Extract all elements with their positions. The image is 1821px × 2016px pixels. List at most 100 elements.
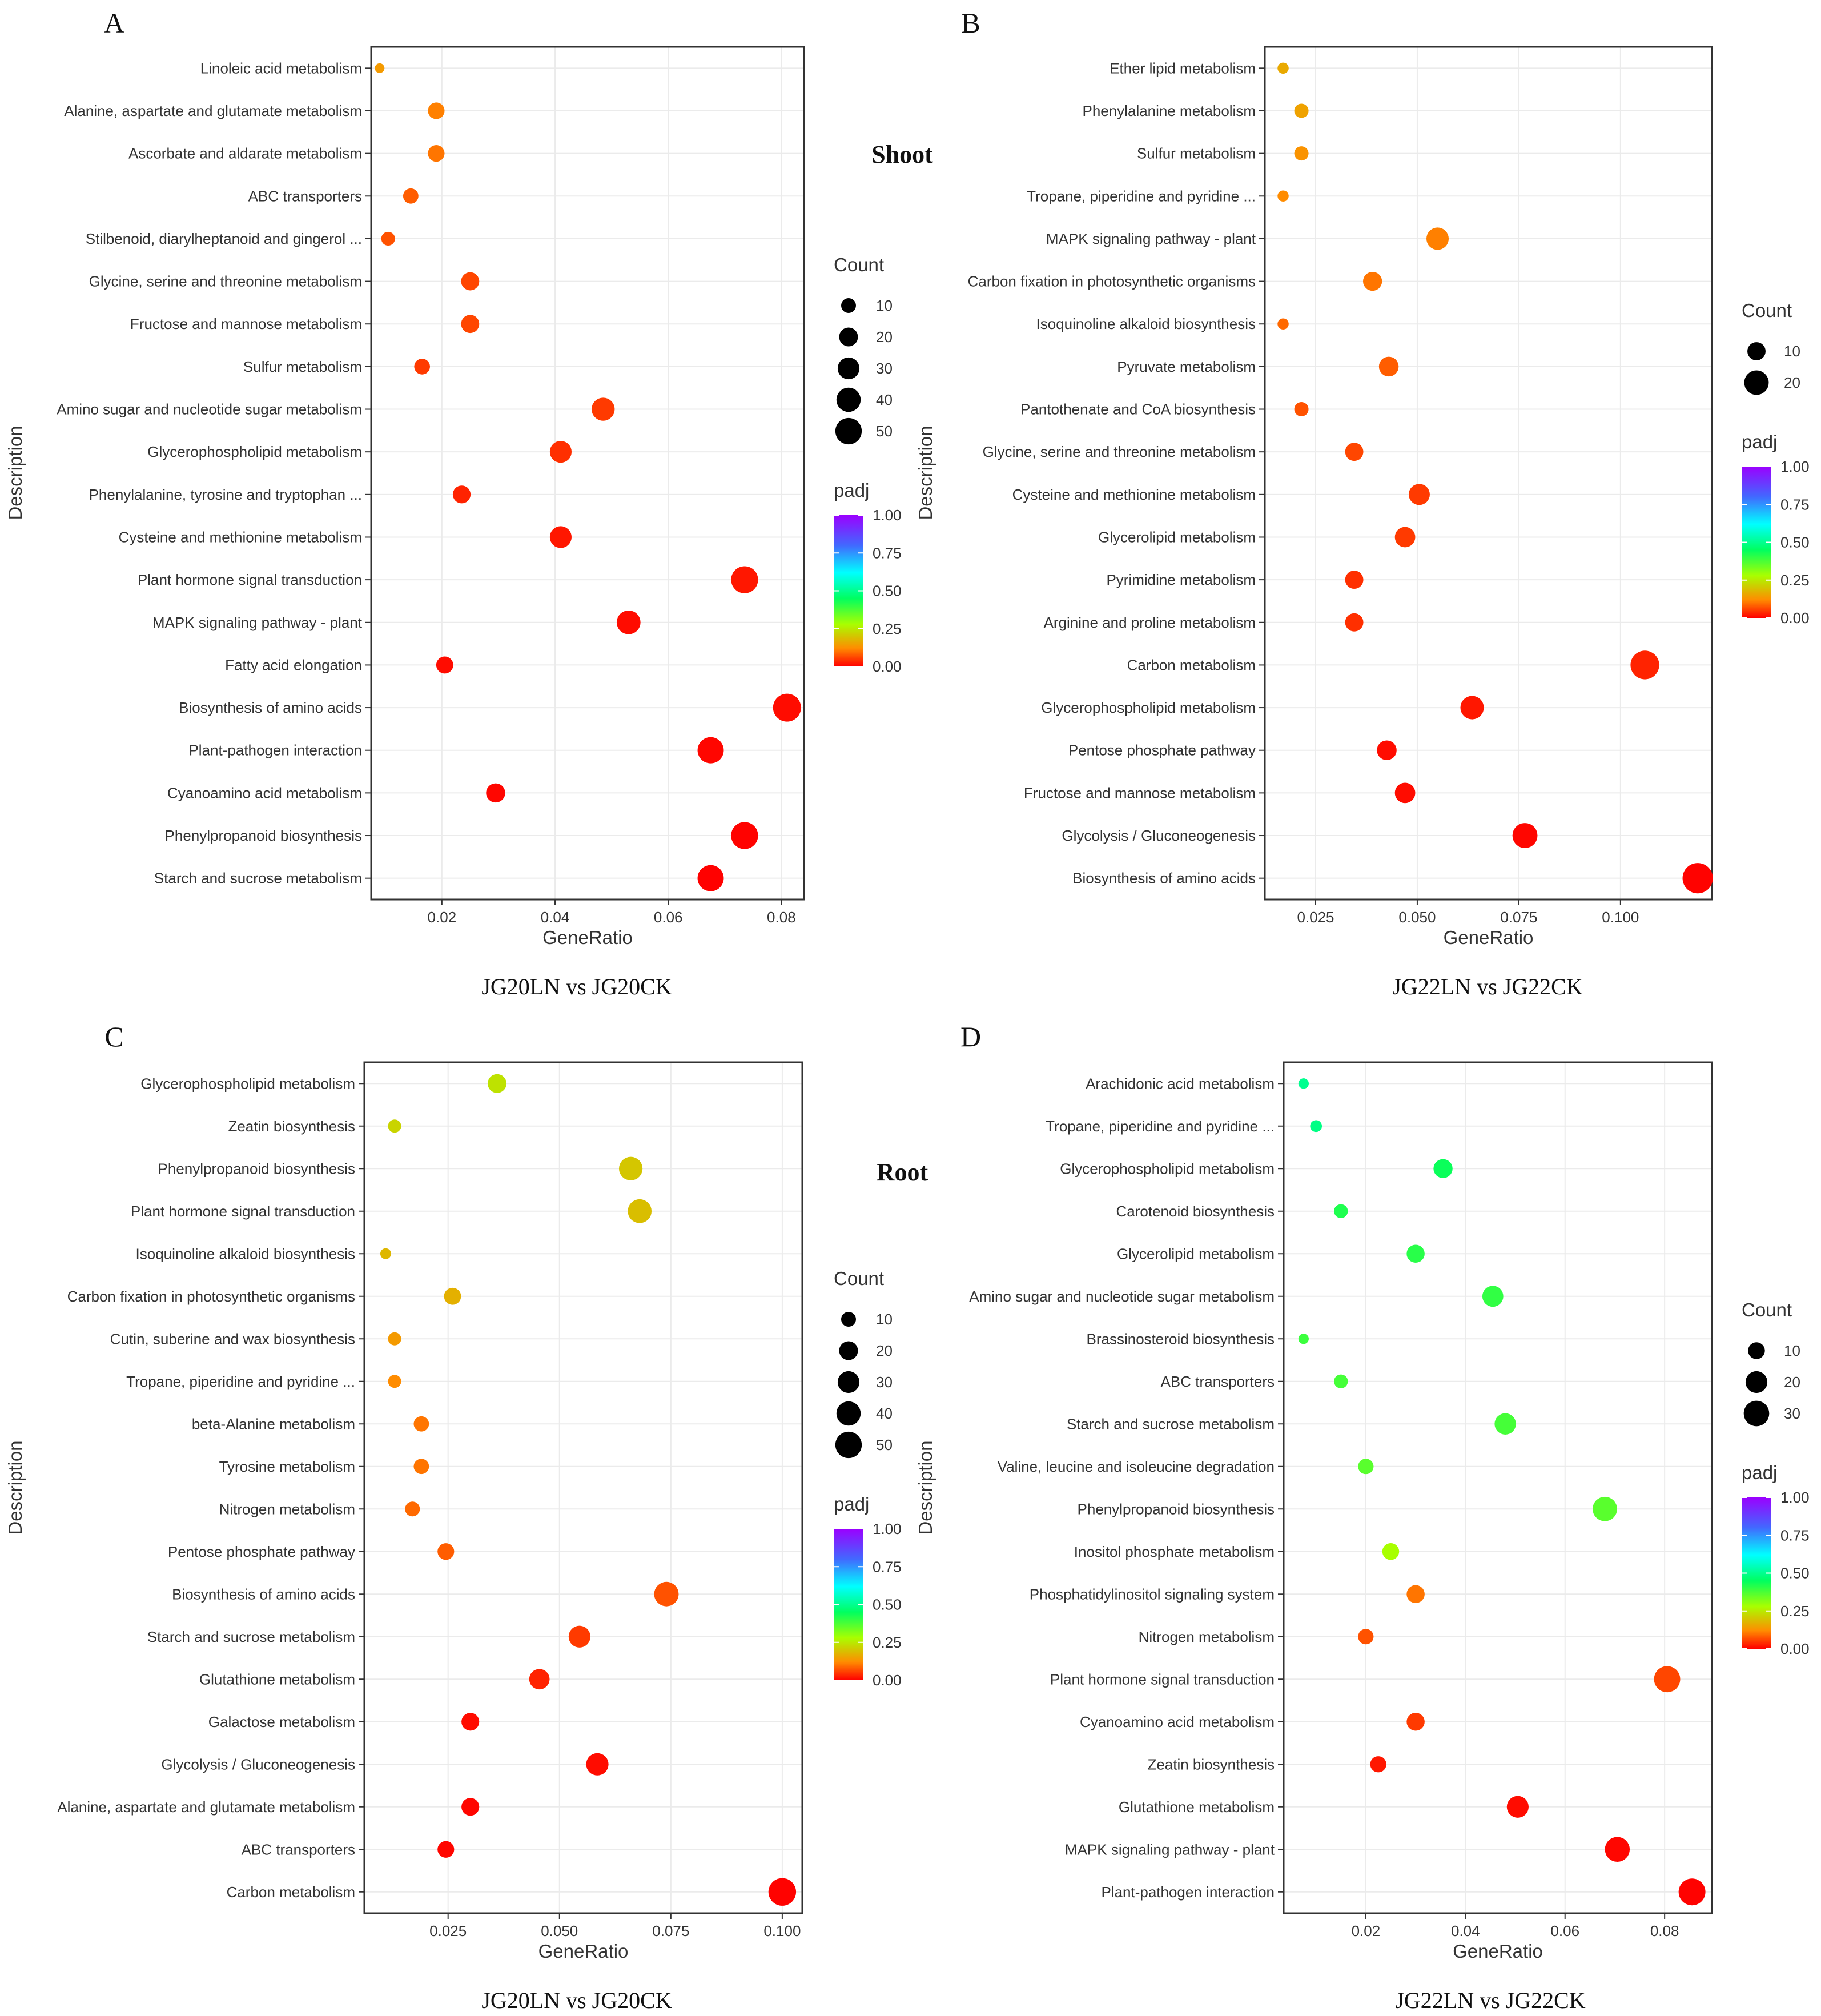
padj-tick-label: 1.00 — [1780, 1489, 1810, 1506]
count-legend-dot — [1747, 342, 1766, 360]
data-point — [1298, 1334, 1309, 1344]
padj-tick-label: 0.00 — [873, 658, 902, 675]
data-point — [1358, 1459, 1374, 1475]
y-tick-label: Phenylpropanoid biosynthesis — [165, 827, 362, 844]
x-tick-label: 0.04 — [541, 909, 570, 926]
count-legend-label: 50 — [876, 1436, 893, 1453]
count-legend-dot — [1745, 1371, 1768, 1393]
y-tick-label: Phosphatidylinositol signaling system — [1030, 1585, 1275, 1603]
data-point — [1358, 1629, 1374, 1645]
data-point — [731, 566, 758, 593]
y-tick-label: Carbon metabolism — [1127, 656, 1256, 673]
count-legend-dot — [841, 298, 856, 313]
comparison-label: JG22LN vs JG22CK — [1395, 1987, 1585, 2013]
data-point — [1277, 62, 1289, 74]
y-tick-label: Plant hormone signal transduction — [131, 1203, 355, 1220]
y-tick-label: Pantothenate and CoA biosynthesis — [1020, 401, 1256, 418]
comparison-label: JG20LN vs JG20CK — [481, 974, 672, 999]
plot-frame — [1264, 46, 1713, 901]
data-point — [654, 1581, 679, 1607]
data-point — [461, 1713, 480, 1731]
x-tick-label: 0.050 — [1398, 909, 1436, 926]
data-point — [375, 63, 385, 73]
data-point — [1294, 103, 1309, 118]
y-tick-label: beta-Alanine metabolism — [192, 1415, 355, 1432]
x-tick-label: 0.025 — [429, 1922, 467, 1939]
data-point — [1482, 1286, 1504, 1307]
y-tick-label: Cyanoamino acid metabolism — [167, 784, 362, 801]
y-tick-label: Isoquinoline alkaloid biosynthesis — [136, 1245, 355, 1262]
y-tick-label: Pentose phosphate pathway — [168, 1543, 355, 1560]
data-point — [549, 526, 572, 548]
y-tick-label: Carbon fixation in photosynthetic organi… — [67, 1288, 355, 1305]
data-point — [1294, 146, 1309, 161]
data-point — [405, 1501, 420, 1517]
data-points — [1277, 62, 1713, 894]
y-tick-label: Phenylalanine, tyrosine and tryptophan .… — [89, 486, 362, 503]
data-point — [413, 1416, 429, 1432]
count-legend-dot — [1748, 1342, 1765, 1359]
data-point — [568, 1625, 590, 1648]
y-tick-label: Starch and sucrose metabolism — [147, 1628, 355, 1645]
y-tick-label: Glycerophospholipid metabolism — [140, 1075, 355, 1092]
count-legend-label: 10 — [876, 1311, 893, 1328]
data-point — [437, 1543, 455, 1560]
x-axis-title: GeneRatio — [1444, 927, 1534, 948]
comparison-label: JG20LN vs JG20CK — [481, 1987, 672, 2013]
y-tick-label: Plant hormone signal transduction — [1050, 1670, 1275, 1688]
y-tick-label: ABC transporters — [248, 187, 362, 204]
count-legend-dot — [836, 1401, 861, 1426]
data-point — [1345, 613, 1364, 632]
x-axis-title: GeneRatio — [538, 1941, 629, 1962]
y-tick-label: Cyanoamino acid metabolism — [1080, 1713, 1275, 1730]
count-legend-title: Count — [834, 254, 884, 275]
count-legend-label: 40 — [876, 391, 893, 408]
padj-legend-title: padj — [834, 480, 869, 501]
count-legend-label: 10 — [1784, 343, 1800, 360]
y-tick-label: ABC transporters — [242, 1841, 355, 1858]
y-tick-label: Biosynthesis of amino acids — [1072, 870, 1256, 887]
plot-frame — [370, 46, 805, 901]
count-legend-label: 10 — [1784, 1342, 1800, 1359]
y-tick-label: Zeatin biosynthesis — [1147, 1756, 1275, 1773]
count-legend-label: 30 — [1784, 1405, 1800, 1422]
data-point — [461, 272, 480, 291]
data-point — [1377, 740, 1397, 760]
y-tick-label: Cysteine and methionine metabolism — [119, 528, 362, 545]
data-point — [1363, 271, 1382, 291]
y-tick-label: Tropane, piperidine and pyridine ... — [1027, 187, 1256, 204]
count-legend-label: 20 — [1784, 1374, 1800, 1391]
x-tick-label: 0.100 — [763, 1922, 801, 1939]
y-tick-label: Amino sugar and nucleotide sugar metabol… — [57, 401, 362, 418]
data-point — [1277, 318, 1289, 330]
panel-letter: C — [104, 1021, 123, 1053]
y-tick-label: Linoleic acid metabolism — [200, 59, 362, 77]
data-point — [529, 1669, 550, 1690]
data-point — [1370, 1756, 1386, 1773]
data-point — [1654, 1666, 1681, 1693]
data-point — [428, 145, 445, 162]
data-point — [428, 102, 445, 119]
data-point — [1678, 1878, 1706, 1906]
data-points — [375, 63, 801, 891]
plot-frame — [1283, 1061, 1713, 1914]
padj-tick-label: 0.75 — [873, 1558, 902, 1575]
data-point — [1406, 1585, 1425, 1604]
data-point — [488, 1074, 507, 1093]
gridlines — [1284, 1062, 1712, 1913]
y-tick-label: Fructose and mannose metabolism — [130, 315, 362, 332]
data-point — [1294, 402, 1309, 417]
data-point — [1345, 443, 1364, 461]
x-tick-label: 0.025 — [1297, 909, 1334, 926]
data-point — [1334, 1374, 1348, 1388]
y-tick-label: MAPK signaling pathway - plant — [152, 614, 363, 631]
y-tick-label: Valine, leucine and isoleucine degradati… — [998, 1458, 1275, 1475]
padj-tick-label: 0.75 — [1780, 1527, 1810, 1544]
padj-tick-label: 0.00 — [1780, 1640, 1810, 1657]
padj-tick-label: 1.00 — [873, 507, 902, 524]
data-point — [628, 1199, 652, 1223]
y-tick-label: Phenylpropanoid biosynthesis — [1078, 1500, 1275, 1517]
x-tick-label: 0.075 — [1500, 909, 1537, 926]
data-point — [586, 1753, 609, 1776]
